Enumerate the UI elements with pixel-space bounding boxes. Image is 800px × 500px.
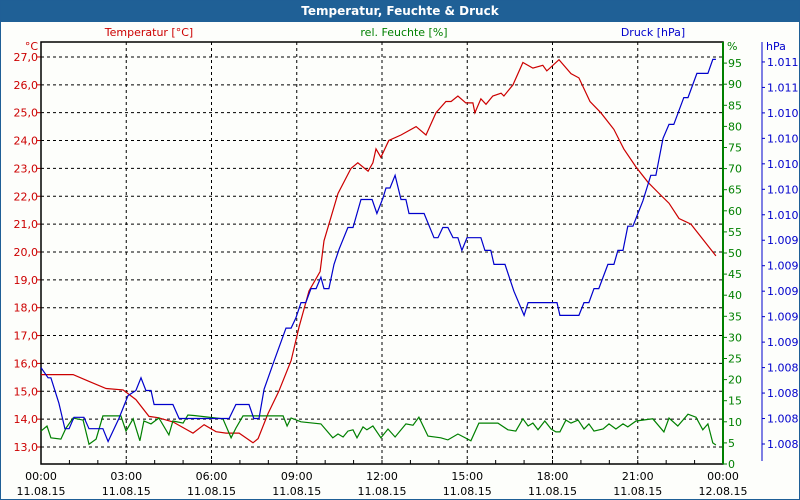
pressure-tick-label: 1.011 — [767, 81, 799, 94]
humidity-tick-label: 50 — [728, 247, 742, 260]
temperature-tick-label: 17,0 — [14, 330, 39, 343]
humidity-tick-label: 0 — [728, 458, 735, 471]
pressure-tick-label: 1.008 — [767, 438, 799, 451]
temperature-tick-label: 26,0 — [14, 79, 39, 92]
pressure-line — [40, 58, 716, 443]
humidity-tick-label: 30 — [728, 331, 742, 344]
humidity-tick-label: 40 — [728, 289, 742, 302]
temperature-tick-label: 16,0 — [14, 357, 39, 370]
temperature-tick-label: 23,0 — [14, 162, 39, 175]
pressure-tick-label: 1.010 — [767, 107, 799, 120]
series-lines — [40, 58, 717, 446]
x-tick-time: 18:00 — [537, 470, 569, 483]
gridlines — [41, 42, 723, 464]
temperature-axis-title: Temperatur [°C] — [104, 26, 193, 39]
pressure-tick-label: 1.009 — [767, 234, 799, 247]
humidity-tick-label: 80 — [728, 120, 742, 133]
humidity-tick-label: 35 — [728, 310, 742, 323]
window-title: Temperatur, Feuchte & Druck — [1, 1, 799, 22]
x-tick-time: 09:00 — [281, 470, 313, 483]
temperature-tick-label: 13,0 — [14, 441, 39, 454]
humidity-tick-label: 15 — [728, 395, 742, 408]
temperature-unit: °C — [25, 40, 39, 53]
pressure-tick-label: 1.009 — [767, 260, 799, 273]
pressure-axis-title: Druck [hPa] — [621, 26, 685, 39]
x-tick-date: 11.08.15 — [102, 485, 151, 498]
x-tick-date: 11.08.15 — [528, 485, 577, 498]
temperature-tick-label: 27,0 — [14, 51, 39, 64]
x-tick-time: 00:00 — [707, 470, 739, 483]
pressure-tick-label: 1.008 — [767, 362, 799, 375]
x-tick-time: 03:00 — [110, 470, 142, 483]
humidity-tick-label: 75 — [728, 142, 742, 155]
x-tick-date: 12.08.15 — [699, 485, 748, 498]
x-tick-date: 11.08.15 — [443, 485, 492, 498]
temperature-tick-label: 15,0 — [14, 385, 39, 398]
humidity-tick-label: 90 — [728, 78, 742, 91]
temperature-tick-label: 24,0 — [14, 135, 39, 148]
x-tick-time: 21:00 — [622, 470, 654, 483]
humidity-tick-label: 10 — [728, 416, 742, 429]
pressure-tick-label: 1.010 — [767, 158, 799, 171]
temperature-tick-label: 21,0 — [14, 218, 39, 231]
pressure-tick-label: 1.008 — [767, 413, 799, 426]
temperature-tick-label: 22,0 — [14, 190, 39, 203]
x-tick-date: 11.08.15 — [358, 485, 407, 498]
x-tick-date: 11.08.15 — [17, 485, 66, 498]
humidity-tick-label: 65 — [728, 184, 742, 197]
humidity-tick-label: 45 — [728, 268, 742, 281]
humidity-line — [40, 413, 717, 446]
x-tick-time: 15:00 — [451, 470, 483, 483]
x-tick-time: 00:00 — [25, 470, 57, 483]
x-tick-date: 11.08.15 — [272, 485, 321, 498]
pressure-tick-label: 1.009 — [767, 336, 799, 349]
pressure-tick-label: 1.011 — [767, 56, 799, 69]
x-tick-time: 06:00 — [196, 470, 228, 483]
temperature-tick-label: 18,0 — [14, 302, 39, 315]
temperature-tick-label: 19,0 — [14, 274, 39, 287]
pressure-unit: hPa — [766, 40, 786, 53]
humidity-tick-label: 70 — [728, 163, 742, 176]
temperature-line — [41, 58, 717, 444]
x-tick-time: 12:00 — [366, 470, 398, 483]
axes: 13,0 14,0 15,0 16,0 17,0 18,0 19,0 20,0 21,0 22,0… — [14, 41, 799, 498]
humidity-tick-label: 25 — [728, 353, 742, 366]
x-tick-date: 11.08.15 — [187, 485, 236, 498]
pressure-tick-label: 1.010 — [767, 183, 799, 196]
humidity-tick-label: 55 — [728, 226, 742, 239]
temperature-tick-label: 25,0 — [14, 107, 39, 120]
humidity-unit: % — [727, 40, 737, 53]
pressure-tick-label: 1.008 — [767, 387, 799, 400]
pressure-tick-label: 1.010 — [767, 209, 799, 222]
humidity-tick-label: 20 — [728, 374, 742, 387]
pressure-tick-label: 1.009 — [767, 311, 799, 324]
humidity-tick-label: 95 — [728, 57, 742, 70]
x-tick-date: 11.08.15 — [613, 485, 662, 498]
humidity-tick-label: 85 — [728, 99, 742, 112]
pressure-tick-label: 1.010 — [767, 132, 799, 145]
pressure-tick-label: 1.009 — [767, 285, 799, 298]
humidity-tick-label: 60 — [728, 205, 742, 218]
temperature-tick-label: 14,0 — [14, 413, 39, 426]
humidity-axis-title: rel. Feuchte [%] — [360, 26, 447, 39]
temperature-tick-label: 20,0 — [14, 246, 39, 259]
humidity-tick-label: 5 — [728, 437, 735, 450]
